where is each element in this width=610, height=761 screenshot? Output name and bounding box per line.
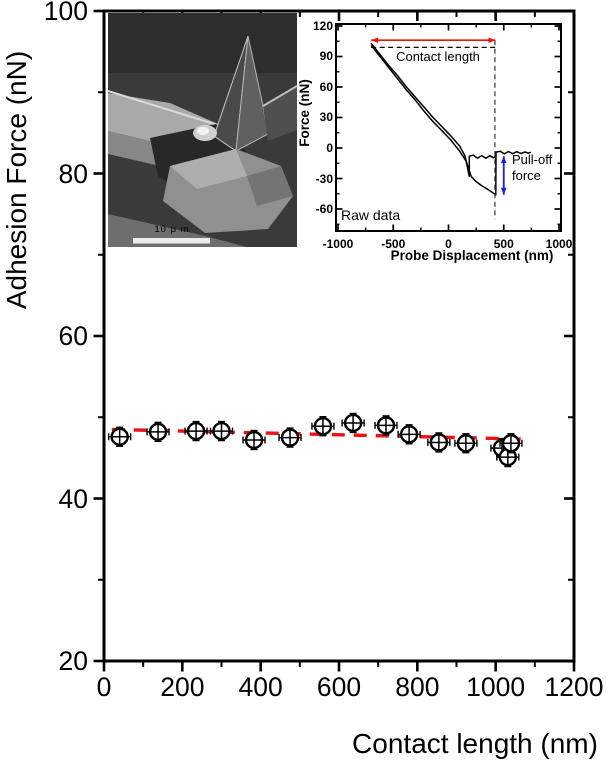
arrowhead xyxy=(488,37,496,44)
sem-image-inset xyxy=(107,13,298,247)
sem-scale-bar xyxy=(133,238,210,244)
afm-probe-shape xyxy=(107,35,298,247)
arrowhead xyxy=(500,156,507,164)
arrowhead xyxy=(371,37,379,44)
retract-curve xyxy=(370,44,532,196)
inset-plot-frame xyxy=(335,23,562,232)
plot-layer xyxy=(93,9,576,672)
approach-curve xyxy=(370,42,496,178)
arrowhead xyxy=(500,187,507,195)
sem-background-top xyxy=(108,13,297,73)
